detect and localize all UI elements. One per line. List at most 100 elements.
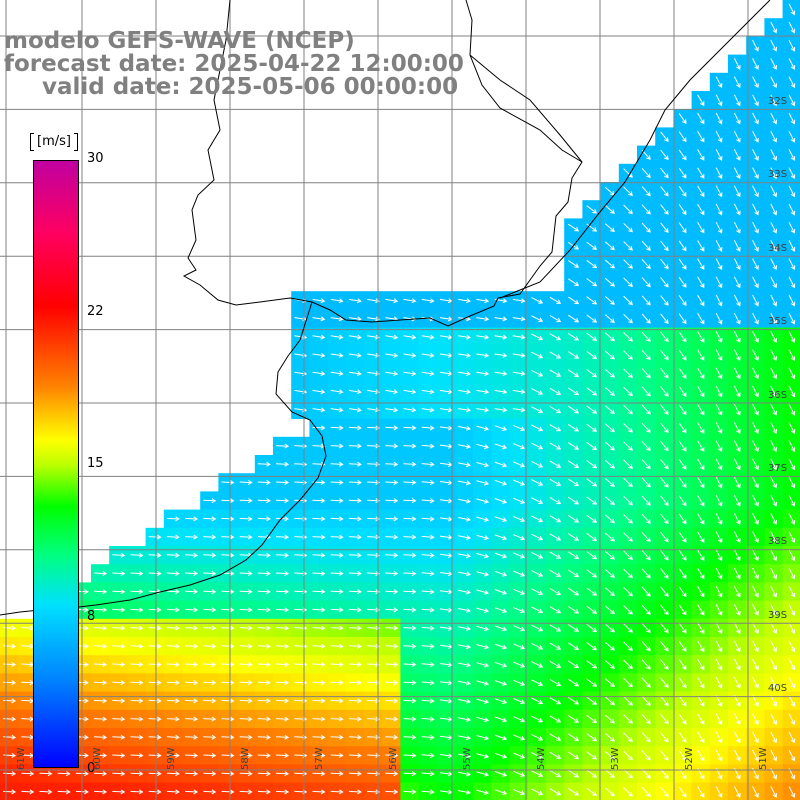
wind-arrow (604, 550, 615, 560)
wind-arrow (348, 516, 362, 522)
wind-arrow (312, 371, 326, 376)
wind-arrow (568, 678, 580, 687)
wind-arrow (185, 680, 199, 686)
wind-arrow (788, 476, 796, 489)
wind-arrow (660, 368, 669, 379)
wind-arrow (148, 789, 162, 795)
wind-arrow (403, 625, 417, 631)
wind-arrow (513, 679, 526, 686)
wind-arrow (330, 534, 344, 540)
wind-arrow (403, 534, 417, 540)
wind-arrow (586, 769, 598, 778)
wind-arrow (185, 771, 199, 777)
wind-arrow (586, 296, 598, 305)
wind-arrow (494, 680, 508, 686)
wind-arrow (257, 625, 271, 631)
wind-arrow (203, 625, 217, 631)
wind-arrow (752, 658, 759, 671)
wind-arrow (367, 389, 380, 395)
wind-arrow (641, 386, 651, 397)
wind-arrow (770, 422, 777, 434)
wind-arrow (166, 716, 180, 722)
wind-arrow (385, 789, 399, 795)
wind-arrow (604, 314, 615, 324)
longitude-label: 59W (166, 747, 177, 770)
wind-arrow (421, 516, 435, 522)
wind-arrow (94, 752, 108, 758)
wind-arrow (276, 752, 290, 758)
wind-arrow (476, 698, 490, 704)
wind-arrow (549, 624, 562, 632)
wind-arrow (568, 314, 580, 323)
wind-arrow (752, 221, 759, 234)
wind-arrow (312, 661, 326, 667)
wind-arrow (21, 771, 35, 777)
wind-arrow (752, 604, 759, 616)
wind-arrow (697, 658, 705, 671)
wind-arrow (733, 94, 741, 107)
wind-arrow (531, 424, 544, 432)
wind-arrow (257, 734, 271, 740)
wind-arrow (623, 659, 633, 670)
wind-arrow (421, 771, 435, 777)
wind-arrow (276, 734, 290, 740)
wind-arrow (312, 552, 326, 558)
wind-arrow (641, 186, 651, 197)
wind-arrow (94, 643, 108, 649)
wind-arrow (752, 422, 759, 434)
wind-arrow (641, 331, 651, 342)
wind-arrow (257, 716, 271, 722)
wind-arrow (678, 204, 687, 215)
wind-arrow (678, 495, 687, 507)
wind-arrow (715, 713, 723, 726)
wind-arrow (623, 459, 633, 469)
wind-arrow (733, 349, 741, 362)
wind-arrow (185, 625, 199, 631)
wind-arrow (733, 221, 741, 234)
wind-arrow (752, 94, 759, 107)
wind-arrow (586, 696, 598, 705)
wind-arrow (770, 658, 777, 671)
wind-arrow (21, 789, 35, 795)
wind-arrow (752, 585, 759, 598)
wind-arrow (678, 513, 687, 525)
wind-arrow (549, 770, 562, 778)
wind-arrow (641, 550, 651, 561)
wind-arrow (678, 586, 687, 598)
wind-arrow (385, 771, 399, 777)
wind-arrow (367, 661, 381, 667)
wind-arrow (513, 497, 526, 504)
wind-arrow (312, 643, 326, 649)
longitude-label: 60W (92, 747, 103, 770)
wind-arrow (166, 680, 180, 686)
wind-arrow (752, 622, 759, 635)
wind-arrow (531, 551, 544, 559)
wind-arrow (203, 716, 217, 722)
wind-arrow (623, 332, 633, 342)
wind-arrow (770, 440, 777, 453)
wind-arrow (94, 680, 108, 686)
wind-arrow (788, 130, 796, 143)
wind-arrow (512, 389, 526, 395)
wind-arrow (330, 498, 344, 504)
wind-arrow (770, 476, 777, 489)
wind-arrow (367, 534, 381, 540)
wind-arrow (476, 553, 490, 559)
wind-arrow (494, 316, 508, 322)
wind-arrow (568, 787, 580, 796)
wind-arrow (715, 149, 723, 161)
wind-arrow (623, 350, 633, 360)
wind-arrow (112, 771, 126, 777)
wind-arrow (586, 278, 598, 287)
wind-arrow (715, 695, 723, 707)
latitude-label: 39S (768, 609, 788, 621)
wind-arrow (678, 386, 687, 397)
wind-arrow (788, 76, 796, 89)
wind-arrow (367, 570, 381, 576)
wind-arrow (770, 185, 777, 198)
wind-arrow (421, 461, 435, 467)
wind-arrow (752, 349, 759, 362)
wind-arrow (660, 222, 669, 233)
wind-arrow (586, 423, 598, 432)
wind-arrow (494, 371, 508, 376)
